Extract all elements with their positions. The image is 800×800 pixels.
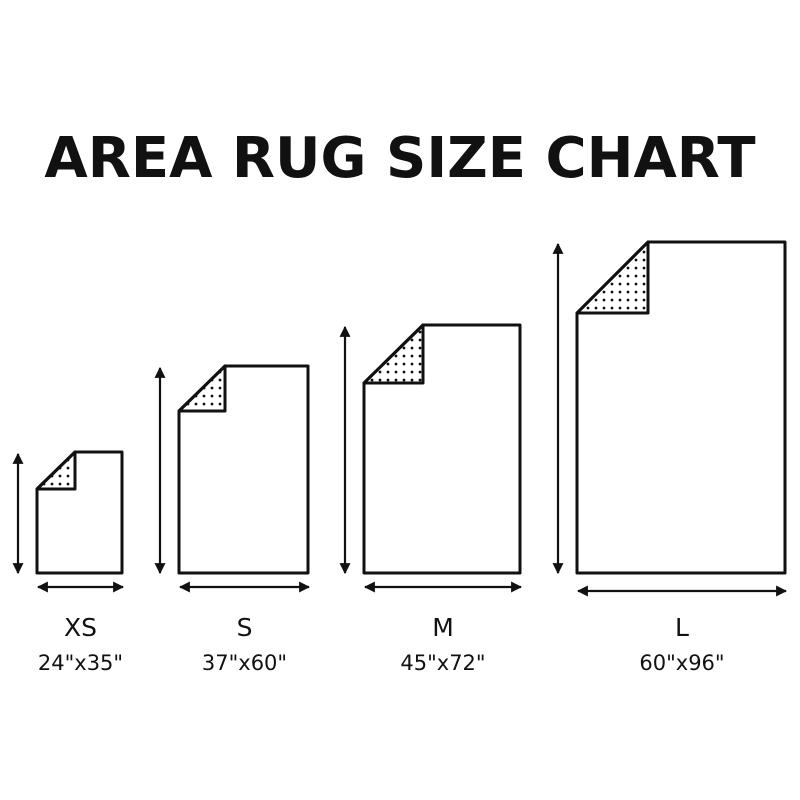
size-label: S [237,613,253,642]
rug-s: S 37"x60" [154,364,311,675]
chart-title: AREA RUG SIZE CHART [44,126,755,191]
dimensions-label: 24"x35" [38,651,123,675]
size-label: L [675,613,689,642]
dimensions-label: 37"x60" [202,651,287,675]
folded-corner [575,240,650,315]
folded-corner [35,450,77,491]
size-label: XS [64,613,97,642]
rug-xs: XS 24"x35" [12,450,125,675]
dimensions-label: 60"x96" [639,651,724,675]
dimensions-label: 45"x72" [400,651,485,675]
rug-l: L 60"x96" [552,240,788,675]
rug-outline [35,450,124,575]
size-label: M [432,613,454,642]
folded-corner [362,323,425,385]
folded-corner [177,364,227,413]
rug-m: M 45"x72" [339,323,523,675]
